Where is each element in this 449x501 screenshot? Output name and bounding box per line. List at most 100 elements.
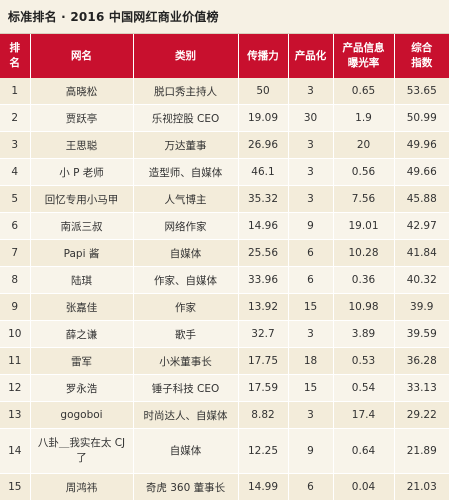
cell-reach: 25.56 bbox=[238, 239, 289, 267]
cell-name: 张嘉佳 bbox=[30, 293, 134, 321]
cell-rank: 15 bbox=[0, 473, 31, 501]
cell-monetization: 18 bbox=[288, 347, 334, 375]
cell-category: 时尚达人、自媒体 bbox=[133, 401, 239, 429]
cell-monetization: 3 bbox=[288, 401, 334, 429]
cell-total: 40.32 bbox=[394, 266, 449, 294]
cell-rank: 5 bbox=[0, 185, 31, 213]
cell-monetization: 9 bbox=[288, 428, 334, 474]
cell-reach: 17.75 bbox=[238, 347, 289, 375]
cell-name: 高晓松 bbox=[30, 78, 134, 105]
cell-name: gogoboi bbox=[30, 401, 134, 429]
cell-name: 小 P 老师 bbox=[30, 158, 134, 186]
cell-reach: 26.96 bbox=[238, 131, 289, 159]
table-row: 10 薛之谦 歌手 32.7 3 3.89 39.59 bbox=[0, 320, 449, 348]
cell-monetization: 15 bbox=[288, 374, 334, 402]
cell-name: 陆琪 bbox=[30, 266, 134, 294]
cell-exposure: 0.64 bbox=[333, 428, 395, 474]
cell-total: 45.88 bbox=[394, 185, 449, 213]
table-row: 8 陆琪 作家、自媒体 33.96 6 0.36 40.32 bbox=[0, 266, 449, 294]
table-row: 5 回忆专用小马甲 人气博主 35.32 3 7.56 45.88 bbox=[0, 185, 449, 213]
cell-name: 薛之谦 bbox=[30, 320, 134, 348]
cell-name: 回忆专用小马甲 bbox=[30, 185, 134, 213]
table-row: 13 gogoboi 时尚达人、自媒体 8.82 3 17.4 29.22 bbox=[0, 401, 449, 429]
header-category[interactable]: 类别 bbox=[133, 34, 239, 78]
cell-name: 雷军 bbox=[30, 347, 134, 375]
cell-exposure: 0.04 bbox=[333, 473, 395, 501]
cell-rank: 3 bbox=[0, 131, 31, 159]
cell-exposure: 17.4 bbox=[333, 401, 395, 429]
cell-name: 南派三叔 bbox=[30, 212, 134, 240]
cell-exposure: 0.53 bbox=[333, 347, 395, 375]
table-row: 7 Papi 酱自媒体 25.56 6 10.28 41.84 bbox=[0, 239, 449, 267]
cell-category: 自媒体 bbox=[133, 239, 239, 267]
header-exposure[interactable]: 产品信息 曝光率 bbox=[333, 34, 395, 78]
cell-exposure: 0.65 bbox=[333, 78, 395, 105]
cell-reach: 13.92 bbox=[238, 293, 289, 321]
table-row: 6 南派三叔 网络作家 14.96 9 19.01 42.97 bbox=[0, 212, 449, 240]
cell-exposure: 1.9 bbox=[333, 104, 395, 132]
cell-monetization: 9 bbox=[288, 212, 334, 240]
cell-category: 锤子科技 CEO bbox=[133, 374, 239, 402]
table-row: 14 八卦＿我实在太 CJ 了自媒体 12.25 9 0.64 21.89 bbox=[0, 428, 449, 474]
cell-total: 50.99 bbox=[394, 104, 449, 132]
cell-reach: 32.7 bbox=[238, 320, 289, 348]
cell-rank: 1 bbox=[0, 78, 31, 105]
cell-exposure: 7.56 bbox=[333, 185, 395, 213]
cell-category: 作家、自媒体 bbox=[133, 266, 239, 294]
header-name[interactable]: 网名 bbox=[30, 34, 134, 78]
cell-category: 造型师、自媒体 bbox=[133, 158, 239, 186]
cell-reach: 8.82 bbox=[238, 401, 289, 429]
cell-exposure: 19.01 bbox=[333, 212, 395, 240]
table-row: 11 雷军 小米董事长 17.75 18 0.53 36.28 bbox=[0, 347, 449, 375]
cell-name: 八卦＿我实在太 CJ 了 bbox=[30, 428, 134, 474]
cell-total: 41.84 bbox=[394, 239, 449, 267]
cell-total: 21.03 bbox=[394, 473, 449, 501]
table-row: 9 张嘉佳 作家 13.92 15 10.98 39.9 bbox=[0, 293, 449, 321]
table-row: 1 高晓松 脱口秀主持人 50 3 0.65 53.65 bbox=[0, 78, 449, 105]
cell-total: 21.89 bbox=[394, 428, 449, 474]
header-rank[interactable]: 排 名 bbox=[0, 34, 31, 78]
cell-total: 36.28 bbox=[394, 347, 449, 375]
cell-reach: 14.96 bbox=[238, 212, 289, 240]
cell-monetization: 3 bbox=[288, 78, 334, 105]
cell-monetization: 6 bbox=[288, 239, 334, 267]
cell-monetization: 3 bbox=[288, 320, 334, 348]
cell-exposure: 3.89 bbox=[333, 320, 395, 348]
cell-rank: 4 bbox=[0, 158, 31, 186]
cell-exposure: 0.54 bbox=[333, 374, 395, 402]
cell-rank: 8 bbox=[0, 266, 31, 294]
cell-exposure: 0.36 bbox=[333, 266, 395, 294]
cell-category: 乐视控股 CEO bbox=[133, 104, 239, 132]
cell-rank: 7 bbox=[0, 239, 31, 267]
cell-monetization: 15 bbox=[288, 293, 334, 321]
cell-rank: 10 bbox=[0, 320, 31, 348]
cell-category: 奇虎 360 董事长 bbox=[133, 473, 239, 501]
header-monetization[interactable]: 产品化 bbox=[288, 34, 334, 78]
cell-name: 王思聪 bbox=[30, 131, 134, 159]
cell-category: 网络作家 bbox=[133, 212, 239, 240]
cell-exposure: 20 bbox=[333, 131, 395, 159]
cell-reach: 35.32 bbox=[238, 185, 289, 213]
cell-reach: 12.25 bbox=[238, 428, 289, 474]
cell-total: 39.9 bbox=[394, 293, 449, 321]
cell-category: 小米董事长 bbox=[133, 347, 239, 375]
cell-rank: 11 bbox=[0, 347, 31, 375]
cell-rank: 2 bbox=[0, 104, 31, 132]
cell-name: 周鸿祎 bbox=[30, 473, 134, 501]
cell-total: 49.66 bbox=[394, 158, 449, 186]
ranking-table: 排 名 网名 类别 传播力 产品化 产品信息 曝光率 综合 指数 1 高晓松 脱口秀… bbox=[0, 34, 449, 501]
cell-reach: 19.09 bbox=[238, 104, 289, 132]
cell-reach: 14.99 bbox=[238, 473, 289, 501]
cell-total: 39.59 bbox=[394, 320, 449, 348]
cell-category: 脱口秀主持人 bbox=[133, 78, 239, 105]
cell-rank: 6 bbox=[0, 212, 31, 240]
table-body: 1 高晓松 脱口秀主持人 50 3 0.65 53.65 2 贾跃亭 乐视控股 CEO 19.09 3… bbox=[0, 78, 449, 501]
header-total[interactable]: 综合 指数 bbox=[394, 34, 449, 78]
cell-monetization: 3 bbox=[288, 185, 334, 213]
table-row: 15 周鸿祎 奇虎 360 董事长 14.99 6 0.04 21.03 bbox=[0, 473, 449, 501]
header-reach[interactable]: 传播力 bbox=[238, 34, 289, 78]
cell-total: 49.96 bbox=[394, 131, 449, 159]
cell-category: 万达董事 bbox=[133, 131, 239, 159]
cell-monetization: 6 bbox=[288, 266, 334, 294]
